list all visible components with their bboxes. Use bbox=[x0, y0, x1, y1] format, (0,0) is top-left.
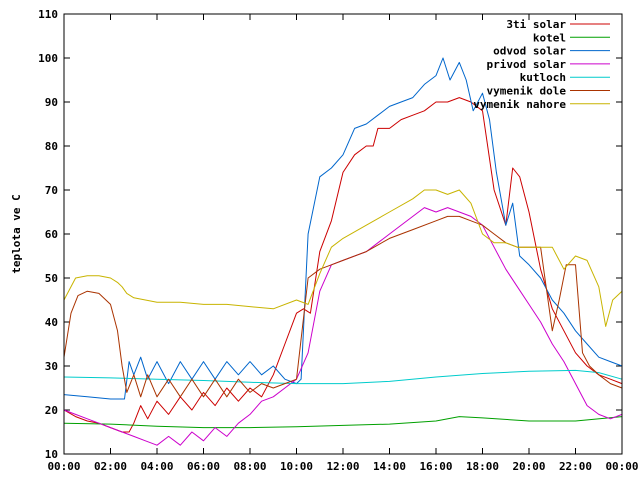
legend-label: kutloch bbox=[520, 71, 566, 84]
series-line-privod-solar bbox=[63, 207, 623, 446]
x-tick-label: 02:00 bbox=[94, 460, 127, 473]
legend-label: kotel bbox=[533, 31, 566, 44]
x-tick-label: 10:00 bbox=[280, 460, 313, 473]
x-tick-label: 06:00 bbox=[187, 460, 220, 473]
y-tick-label: 50 bbox=[45, 272, 58, 285]
series-line-kotel bbox=[63, 416, 623, 429]
series-line-3ti-solar bbox=[63, 97, 623, 433]
series-line-vymenik-dole bbox=[63, 215, 623, 398]
y-tick-label: 40 bbox=[45, 316, 58, 329]
legend-label: vymenik nahore bbox=[473, 98, 566, 111]
x-tick-label: 14:00 bbox=[373, 460, 406, 473]
x-tick-label: 12:00 bbox=[326, 460, 359, 473]
axis-ticks bbox=[63, 13, 623, 455]
legend-label: privod solar bbox=[487, 58, 567, 71]
x-tick-label: 22:00 bbox=[559, 460, 592, 473]
x-tick-label: 16:00 bbox=[419, 460, 452, 473]
y-tick-label: 20 bbox=[45, 404, 58, 417]
y-tick-label: 30 bbox=[45, 360, 58, 373]
legend-label: 3ti solar bbox=[506, 18, 566, 31]
x-tick-label: 08:00 bbox=[233, 460, 266, 473]
x-tick-label: 00:00 bbox=[47, 460, 80, 473]
y-tick-label: 90 bbox=[45, 96, 58, 109]
tick-labels: 00:00 02:00 04:00 06:00 08:00 10:00 12:00 14:00… bbox=[38, 8, 638, 473]
x-tick-label: 20:00 bbox=[512, 460, 545, 473]
series-lines bbox=[63, 57, 623, 446]
x-tick-label: 04:00 bbox=[140, 460, 173, 473]
legend-label: odvod solar bbox=[493, 45, 566, 58]
y-tick-label: 10 bbox=[45, 448, 58, 461]
legend-label: vymenik dole bbox=[487, 85, 567, 98]
y-tick-label: 80 bbox=[45, 140, 58, 153]
plot-border bbox=[63, 13, 623, 455]
y-tick-label: 70 bbox=[45, 184, 58, 197]
x-tick-label: 18:00 bbox=[466, 460, 499, 473]
y-axis-label: teplota ve C bbox=[10, 194, 23, 273]
y-tick-label: 60 bbox=[45, 228, 58, 241]
series-line-vymenik-nahore bbox=[63, 189, 623, 327]
series-line-kutloch bbox=[63, 369, 623, 385]
x-tick-label: 00:00 bbox=[605, 460, 638, 473]
y-tick-label: 100 bbox=[38, 52, 58, 65]
y-tick-label: 110 bbox=[38, 8, 58, 21]
